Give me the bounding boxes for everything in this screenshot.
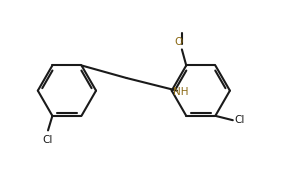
Text: NH: NH: [173, 87, 189, 97]
Text: O: O: [174, 36, 182, 47]
Text: Cl: Cl: [234, 115, 245, 125]
Text: Cl: Cl: [43, 135, 53, 145]
